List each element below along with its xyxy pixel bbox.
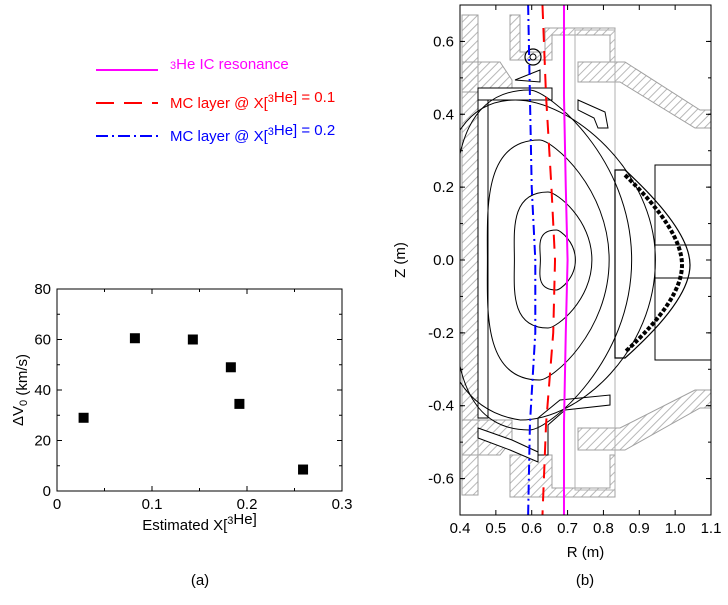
- top-coil: [524, 48, 542, 66]
- panel-a-y-axis-label: ΔV0 (km/s): [10, 354, 31, 426]
- flux-surface: [486, 139, 610, 381]
- panel-a-data-points: [78, 333, 309, 475]
- x-tick-label: 0.5: [485, 520, 506, 537]
- data-point: [129, 333, 140, 344]
- x-tick-label: 0.3: [332, 496, 353, 513]
- vessel-wall-top-left: [461, 61, 513, 93]
- panel-a-plot-frame: [56, 288, 343, 492]
- y-tick-label: 0.4: [433, 106, 454, 123]
- panel-a-x-ticks: 0 0.1 0.2 0.3: [53, 289, 353, 513]
- panel-a-label: (a): [191, 572, 209, 589]
- inner-wall-tiles: [477, 99, 489, 419]
- bottom-port: [509, 454, 616, 498]
- y-tick-label: 40: [34, 382, 51, 399]
- y-tick-label: -0.2: [428, 325, 454, 342]
- x-tick-label: 1.0: [665, 520, 686, 537]
- panel-a-x-axis-label: Estimated X[3He]: [142, 511, 257, 534]
- panel-a-scatter: 0 0.1 0.2 0.3 0 20 40 60 80 Estimated X[3He] ΔV…: [10, 281, 352, 589]
- x-tick-label: 0: [53, 496, 61, 513]
- x-tick-label: 0.2: [237, 496, 258, 513]
- flux-surface: [539, 229, 576, 291]
- y-tick-label: 20: [34, 433, 51, 450]
- y-tick-label: 60: [34, 332, 51, 349]
- data-point: [225, 362, 236, 373]
- panel-b-tokamak-cross-section: 0.4 0.5 0.6 0.7 0.8 0.9 1.0 1.1 0.6 0.4 0.2 0.0 -0.…: [392, 4, 722, 589]
- data-point: [234, 398, 245, 409]
- panel-b-x-ticks: 0.4 0.5 0.6 0.7 0.8 0.9 1.0 1.1: [450, 5, 722, 537]
- top-coil-bracket: [514, 69, 541, 83]
- series-line: [541, 5, 557, 515]
- antenna-strap: [623, 173, 685, 354]
- panel-b-legend: 3He IC resonance MC layer @ X[3He] = 0.1 M…: [96, 56, 335, 145]
- top-coil-inner: [529, 53, 537, 61]
- data-point: [187, 334, 198, 345]
- y-tick-label: 0.2: [433, 179, 454, 196]
- panel-b-x-axis-label: R (m): [567, 544, 605, 561]
- legend-label: 3He IC resonance: [170, 56, 289, 73]
- y-tick-label: 0.0: [433, 252, 454, 269]
- lower-divertor: [477, 427, 539, 463]
- x-tick-label: 0.1: [142, 496, 163, 513]
- y-tick-label: 0.6: [433, 33, 454, 50]
- panel-b-label: (b): [576, 572, 594, 589]
- legend-label: MC layer @ X[3He] = 0.1: [170, 89, 335, 112]
- panel-b-series-lines: [527, 5, 569, 515]
- panel-b-machine-structure: [460, 5, 711, 515]
- flux-surface: [460, 89, 633, 431]
- x-tick-label: 0.9: [629, 520, 650, 537]
- flux-surface: [513, 191, 593, 329]
- x-tick-label: 0.4: [450, 520, 471, 537]
- flux-surfaces: [460, 89, 656, 431]
- panel-a-y-ticks: 0 20 40 60 80: [34, 281, 342, 500]
- y-tick-label: 80: [34, 281, 51, 298]
- y-tick-label: 0: [43, 483, 51, 500]
- y-tick-label: -0.4: [428, 398, 454, 415]
- data-point: [298, 464, 309, 475]
- panel-b-y-ticks: 0.6 0.4 0.2 0.0 -0.2 -0.4 -0.6: [428, 4, 711, 516]
- lower-outer-wall: [577, 389, 711, 451]
- series-line: [562, 5, 569, 515]
- x-tick-label: 0.7: [557, 520, 578, 537]
- series-line: [527, 5, 537, 515]
- icrf-antenna: [614, 169, 691, 359]
- x-tick-label: 1.1: [701, 520, 722, 537]
- panel-b-y-axis-label: Z (m): [392, 242, 409, 278]
- legend-label: MC layer @ X[3He] = 0.2: [170, 122, 335, 145]
- last-closed-flux-surface: [460, 99, 656, 421]
- upper-outer-wall: [577, 61, 711, 129]
- x-tick-label: 0.6: [521, 520, 542, 537]
- data-point: [78, 412, 89, 423]
- upper-outer-baffle: [577, 99, 609, 129]
- y-tick-label: -0.6: [428, 471, 454, 488]
- x-tick-label: 0.8: [593, 520, 614, 537]
